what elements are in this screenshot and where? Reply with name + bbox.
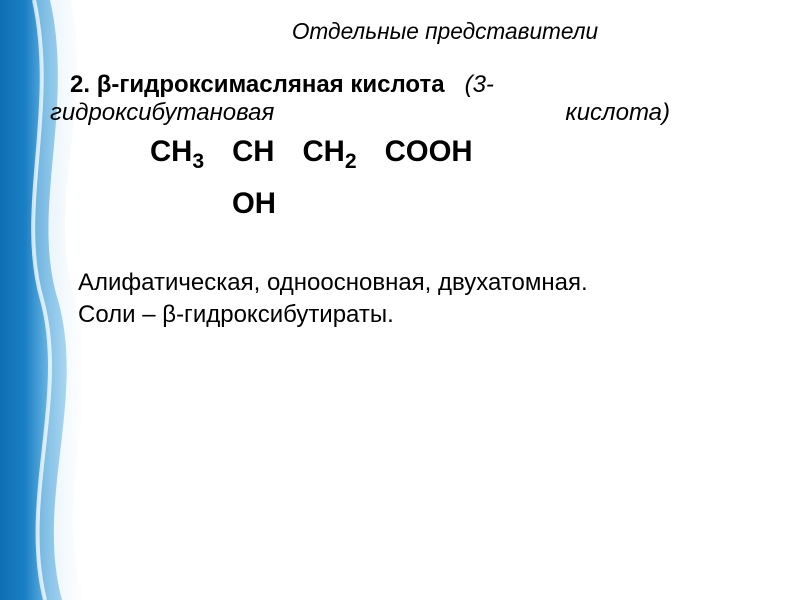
slide-title-text: Отдельные представители [292,18,598,44]
heading-line-1: 2. β-гидроксимасляная кислота (3- [50,71,780,99]
chem-group: CH3 [150,135,204,169]
body-indent-1 [58,269,78,296]
chem-group: CH [232,135,274,169]
heading-systematic-open: (3- [465,71,494,98]
body-indent-2 [58,301,78,328]
heading-systematic-left: гидроксибутановая [50,99,274,127]
content-area: Отдельные представители 2. β-гидроксимас… [50,18,780,333]
body-line-1-text: Алифатическая, одноосновная, двухатомная… [78,269,588,296]
chem-group: CH2 [303,135,357,169]
heading-systematic-right: кислота) [565,99,670,127]
heading-name: β-гидроксимасляная кислота [97,71,445,98]
chem-group: COOH [385,135,473,169]
heading-number: 2. [70,71,97,98]
chem-group: OH [232,187,276,221]
heading-block: 2. β-гидроксимасляная кислота (3- гидрок… [50,71,780,127]
body-line-2: Соли – β-гидроксибутираты. [58,301,780,329]
body-text: Алифатическая, одноосновная, двухатомная… [58,269,780,329]
chemical-formula: CH3 CH CH2 COOH OH [150,135,780,221]
slide-title: Отдельные представители [110,18,780,45]
body-line-1: Алифатическая, одноосновная, двухатомная… [58,269,780,297]
formula-row-1: CH3 CH CH2 COOH [150,135,780,169]
formula-row-2: OH [232,187,780,221]
heading-indent [50,71,70,98]
heading-line-2: гидроксибутановая кислота) [50,99,780,127]
body-line-2-text: Соли – β-гидроксибутираты. [78,301,394,328]
heading-space [445,71,465,98]
